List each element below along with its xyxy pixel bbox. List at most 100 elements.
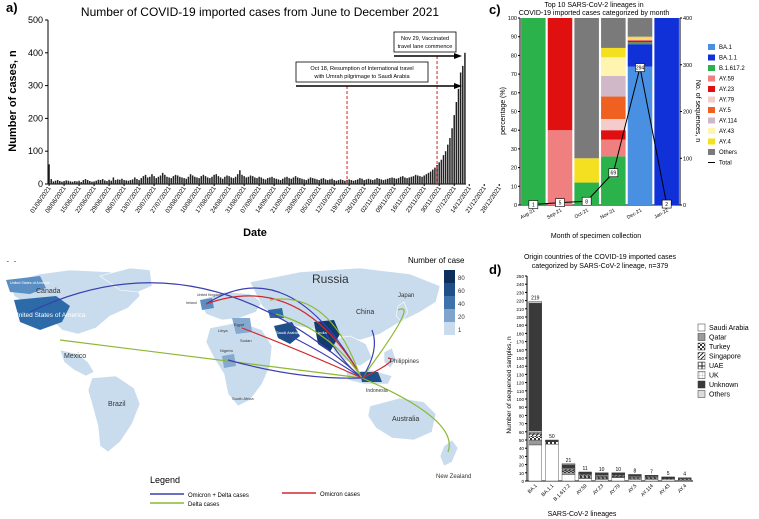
- d-total-label: 50: [549, 434, 555, 440]
- a-bar: [457, 88, 460, 184]
- a-bar: [110, 180, 112, 184]
- a-bar: [219, 177, 222, 184]
- c-legend-swatch: [708, 75, 715, 82]
- d-total-label: 7: [650, 469, 653, 475]
- a-bar: [320, 178, 323, 184]
- a-bar: [451, 128, 453, 184]
- d-y-tick-label: 80: [519, 413, 525, 418]
- d-y-tick-label: 190: [516, 323, 524, 328]
- a-bar: [74, 181, 76, 184]
- label-ireland: Ireland: [186, 301, 197, 305]
- d-bar-segment: [528, 432, 542, 435]
- c-bar-segment: [547, 18, 573, 131]
- d-total-label: 10: [599, 467, 605, 473]
- a-bar: [166, 176, 168, 184]
- d-total-label: 8: [634, 468, 637, 474]
- a-bar: [146, 177, 149, 184]
- d-bar-segment: [628, 474, 642, 477]
- label-indonesia: Indonesia: [366, 388, 388, 394]
- a-bar: [164, 174, 166, 184]
- a-annotation-text-nov29-2: travel lane commence: [398, 44, 453, 50]
- arc-philippines: [361, 357, 392, 379]
- d-bar-segment: [561, 468, 576, 471]
- d-total-label: 4: [683, 472, 686, 478]
- d-x-tick-label: AY.5: [627, 483, 638, 494]
- a-bar: [256, 178, 258, 184]
- a-bar: [335, 180, 338, 184]
- c-legend-swatch: [708, 149, 715, 155]
- panel-a-xlabel: Date: [243, 227, 267, 239]
- a-bar: [179, 176, 181, 184]
- africa: [205, 321, 273, 407]
- a-bar: [275, 178, 278, 184]
- legend-label-omicron: Omicron cases: [320, 492, 360, 498]
- a-bar: [65, 180, 67, 184]
- a-bar: [239, 170, 241, 184]
- a-bar: [279, 180, 282, 184]
- a-bar: [84, 179, 87, 184]
- a-bar: [333, 180, 335, 184]
- scale-swatch-1: [444, 322, 455, 335]
- scale-swatch-20: [444, 309, 455, 322]
- saudi-shape: [274, 322, 300, 344]
- a-bar: [354, 180, 357, 184]
- a-bar: [112, 177, 115, 184]
- a-bar: [438, 162, 440, 184]
- label-saudi: Saudi Arabia: [276, 330, 299, 335]
- a-bar: [54, 180, 57, 184]
- a-bar: [67, 180, 70, 184]
- c-bar-segment: [601, 118, 626, 131]
- a-bar: [387, 178, 389, 184]
- a-bar: [380, 179, 383, 184]
- a-bar: [410, 176, 413, 184]
- a-bar: [209, 178, 211, 184]
- scale-tick: 40: [458, 302, 465, 308]
- c-y2-tick-label: 200: [683, 110, 692, 116]
- arc-uk-2: [205, 295, 363, 379]
- greenland: [99, 267, 153, 293]
- map-arcs: [29, 282, 450, 453]
- a-bar: [226, 175, 228, 184]
- a-bar: [56, 180, 59, 184]
- a-y-tick-label: 400: [28, 48, 43, 58]
- a-bar: [114, 180, 117, 184]
- a-bar: [412, 176, 415, 184]
- a-bar: [108, 179, 110, 184]
- a-bar: [389, 178, 391, 184]
- d-bar-segment: [611, 472, 625, 476]
- south-america: [87, 375, 141, 453]
- c-total-label: 1: [532, 203, 535, 209]
- a-bar: [356, 179, 359, 184]
- a-annotation-arrowhead-nov29: [454, 53, 462, 59]
- c-legend-label: Others: [719, 150, 737, 156]
- scale-tick: 20: [458, 315, 465, 321]
- c-bar-segment: [627, 44, 653, 67]
- panel-d-ylabel: Number of sequenced samples, n: [506, 336, 513, 434]
- legend-label-delta: Delta cases: [188, 502, 219, 508]
- a-bar: [453, 115, 455, 184]
- c-bar-segment: [627, 36, 653, 39]
- c-y-tick-label: 0: [514, 203, 517, 209]
- a-bar: [399, 176, 402, 184]
- a-bar: [142, 176, 145, 184]
- a-bar: [170, 178, 173, 184]
- a-bar: [116, 179, 119, 184]
- a-y-tick-label: 0: [38, 179, 43, 189]
- label-russia: Russia: [312, 272, 349, 286]
- a-bar: [95, 180, 97, 184]
- label-southafrica: South Africa: [232, 396, 254, 401]
- label-canada: Canada: [36, 288, 61, 295]
- a-bar: [329, 179, 331, 184]
- a-bar: [404, 177, 406, 184]
- a-bar: [429, 171, 432, 184]
- a-bar: [341, 180, 344, 184]
- c-bar-segment: [601, 75, 626, 97]
- a-bar: [86, 180, 89, 184]
- panel-d-title-2: categorized by SARS-CoV-2 lineage, n=379: [532, 263, 668, 270]
- d-bar-segment: [628, 479, 642, 482]
- a-bar: [337, 180, 340, 184]
- d-bar-segment: [595, 472, 609, 476]
- d-bar-segment: [528, 302, 542, 432]
- c-bar-segment: [521, 18, 546, 205]
- d-total-label: 11: [582, 466, 587, 472]
